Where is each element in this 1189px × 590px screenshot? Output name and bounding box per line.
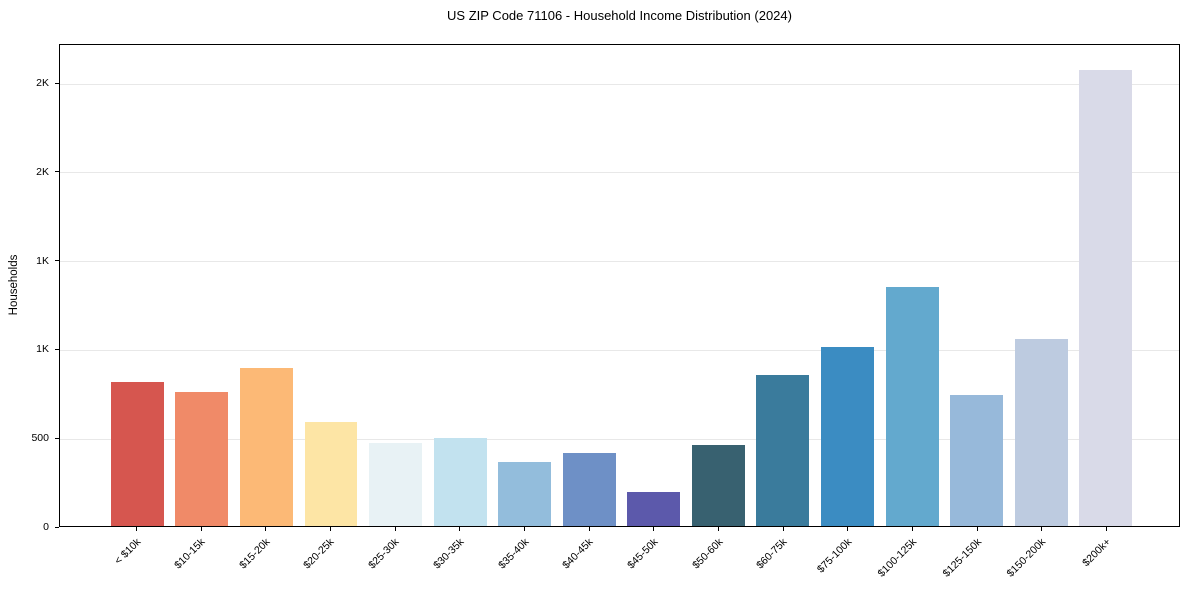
y-tick-mark <box>55 260 59 262</box>
bar-$40-45k <box>562 452 616 526</box>
y-tick-mark <box>55 526 59 528</box>
gridline <box>60 172 1179 174</box>
y-axis: 0 500 1K 1K 2K 2K <box>0 44 59 533</box>
y-tick-mark <box>55 348 59 350</box>
x-tick-mark <box>782 527 784 531</box>
bar-slot <box>299 45 364 526</box>
bar-$15-20k <box>239 367 293 526</box>
x-tick-mark <box>653 527 655 531</box>
y-tick-mark <box>55 171 59 173</box>
x-tick-label: $45-50k <box>625 536 661 572</box>
x-tick-label: $75-100k <box>814 536 855 576</box>
x-tick-mark <box>459 527 461 531</box>
gridline <box>60 438 1179 440</box>
bar-$200k+ <box>1079 69 1133 526</box>
x-tick-label: $30-35k <box>430 536 467 572</box>
bar-slot <box>622 45 687 526</box>
bar-$75-100k <box>821 346 874 526</box>
gridline <box>60 261 1179 263</box>
x-tick-label: $40-45k <box>560 536 596 572</box>
gridline <box>60 83 1179 85</box>
x-tick-mark <box>976 527 978 531</box>
bar-slot <box>751 45 816 526</box>
y-tick-label: 2K <box>36 165 49 178</box>
x-tick-mark <box>135 527 137 531</box>
bar-slot <box>815 45 880 526</box>
x-tick-mark <box>1041 527 1043 531</box>
x-tick-label: $60-75k <box>754 536 790 572</box>
x-tick-mark <box>1106 527 1108 531</box>
x-tick-label: $35-40k <box>495 536 531 572</box>
bar-slot <box>557 45 622 526</box>
x-tick-mark <box>265 527 267 531</box>
x-tick-mark <box>847 527 849 531</box>
chart-title: US ZIP Code 71106 - Household Income Dis… <box>447 8 792 23</box>
x-tick-mark <box>523 527 525 531</box>
x-tick-mark <box>200 527 202 531</box>
x-tick-mark <box>912 527 914 531</box>
bar-$60-75k <box>756 374 810 526</box>
bar-slot <box>686 45 751 526</box>
x-tick-label: $50-60k <box>689 536 726 572</box>
bar-$35-40k <box>498 462 552 526</box>
bar-$150-200k <box>1014 338 1068 526</box>
x-tick-mark <box>718 527 720 531</box>
x-tick-label: $100-125k <box>875 536 920 580</box>
x-tick-mark <box>588 527 590 531</box>
y-tick-label: 500 <box>31 432 49 445</box>
y-tick-mark <box>55 82 59 84</box>
bar-slot <box>234 45 299 526</box>
x-tick-mark <box>394 527 396 531</box>
x-tick-label: $150-200k <box>1004 536 1049 580</box>
x-tick-mark <box>329 527 331 531</box>
bar-slot <box>944 45 1009 526</box>
bar-$20-25k <box>304 421 358 526</box>
x-tick-label: $125-150k <box>940 536 984 580</box>
y-tick-label: 1K <box>36 343 49 356</box>
bar-$125-150k <box>950 395 1004 526</box>
bar-$25-30k <box>369 442 422 526</box>
y-tick-label: 0 <box>43 521 49 533</box>
bar-slot <box>880 45 945 526</box>
bar-$10-15k <box>175 391 229 526</box>
y-tick-label: 2K <box>36 77 49 90</box>
bar-$45-50k <box>627 492 681 526</box>
bars-container <box>60 45 1179 526</box>
bar-slot <box>1009 45 1074 526</box>
bar-< $10k <box>110 381 164 526</box>
x-tick-label: $25-30k <box>366 536 402 572</box>
bar-slot <box>492 45 557 526</box>
gridline <box>60 349 1179 351</box>
x-axis: < $10k $10-15k $15-20k $20-25k $25-30k $30-35… <box>59 527 1180 589</box>
bar-$30-35k <box>433 437 487 526</box>
plot-area <box>59 44 1180 527</box>
x-tick-label: $10-15k <box>172 536 208 572</box>
bar-slot <box>428 45 493 526</box>
bar-slot <box>363 45 428 526</box>
bar-$100-125k <box>885 287 939 526</box>
y-tick-label: 1K <box>36 254 49 267</box>
x-tick-label: < $10k <box>111 536 143 567</box>
bar-$50-60k <box>691 444 745 526</box>
x-tick-label: $20-25k <box>301 536 337 572</box>
y-tick-mark <box>55 437 59 439</box>
bar-slot <box>1073 45 1138 526</box>
bar-slot <box>170 45 235 526</box>
bar-slot <box>105 45 170 526</box>
x-tick-label: $15-20k <box>236 536 273 572</box>
x-tick-label: $200k+ <box>1080 536 1114 570</box>
